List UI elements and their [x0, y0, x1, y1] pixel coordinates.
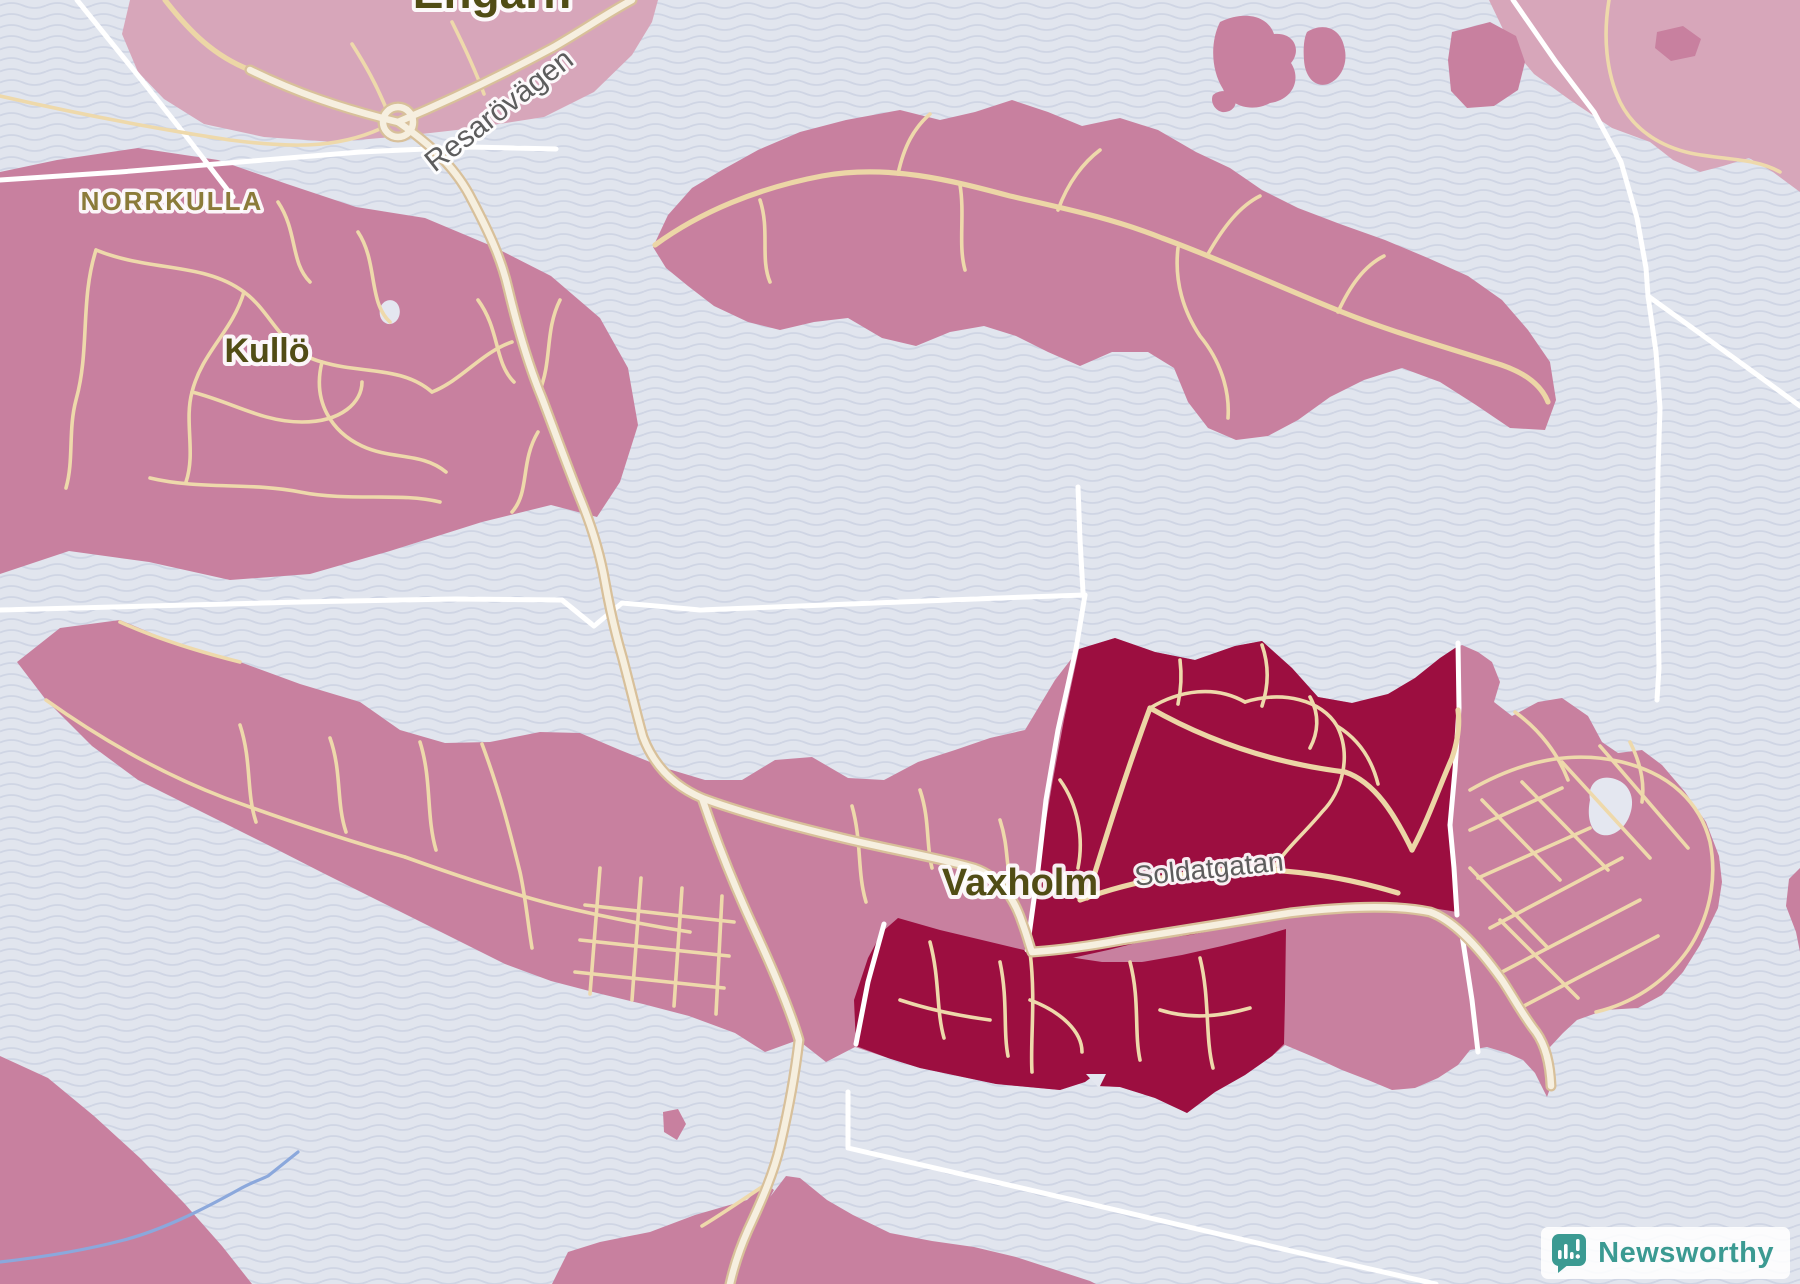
boundary-east-diagonal	[1510, 0, 1651, 299]
boundary-north-horizontal	[0, 144, 559, 183]
islet-a[interactable]	[1213, 15, 1296, 108]
label-kullo: Kullö	[225, 332, 310, 370]
main-road	[244, 0, 1557, 1284]
logo-text: Newsworthy	[1598, 1236, 1774, 1269]
region-northeast-corner[interactable]	[1489, 0, 1800, 192]
label-vaxholm: Vaxholm	[942, 862, 1098, 904]
coast-notch	[1086, 1074, 1106, 1088]
boundary-south-l	[845, 1089, 1439, 1284]
island-south[interactable]	[552, 1176, 1096, 1284]
boundary-district-east-south	[1459, 932, 1481, 1055]
minor-roads	[0, 0, 1782, 1228]
islet-east-edge[interactable]	[1786, 868, 1800, 952]
district-vaxholm-north[interactable]	[1024, 638, 1459, 958]
boundary-east-branch-a	[1645, 293, 1800, 409]
district-layer	[854, 638, 1459, 1113]
district-vaxholm-south[interactable]	[854, 918, 1286, 1113]
islet-south[interactable]	[663, 1109, 686, 1140]
boundary-district-east	[1447, 640, 1462, 918]
stream-line	[0, 1150, 300, 1264]
boundary-district-southwest	[853, 921, 887, 1047]
boundary-stub-north	[1075, 484, 1086, 595]
label-norrkulla: NORRKULLA	[81, 186, 264, 216]
islet-c[interactable]	[1212, 91, 1236, 113]
islet-d[interactable]	[1448, 22, 1525, 108]
region-engarn-resaro[interactable]	[122, 0, 658, 142]
label-engarn: Engarn	[413, 0, 571, 18]
secondary-roads	[162, 0, 1551, 903]
boundary-district-west	[1024, 592, 1088, 953]
lake-east-district	[1588, 777, 1633, 836]
bar-chart-speech-bubble-icon	[1552, 1234, 1587, 1273]
island-kullo[interactable]	[0, 148, 638, 580]
boundary-east-branch-b	[1645, 293, 1663, 703]
newsworthy-logo: Newsworthy	[1541, 1227, 1790, 1279]
island-north-chain[interactable]	[653, 100, 1556, 440]
island-southwest[interactable]	[0, 1056, 252, 1284]
islet-e[interactable]	[1655, 26, 1701, 61]
islet-b[interactable]	[1303, 27, 1346, 85]
